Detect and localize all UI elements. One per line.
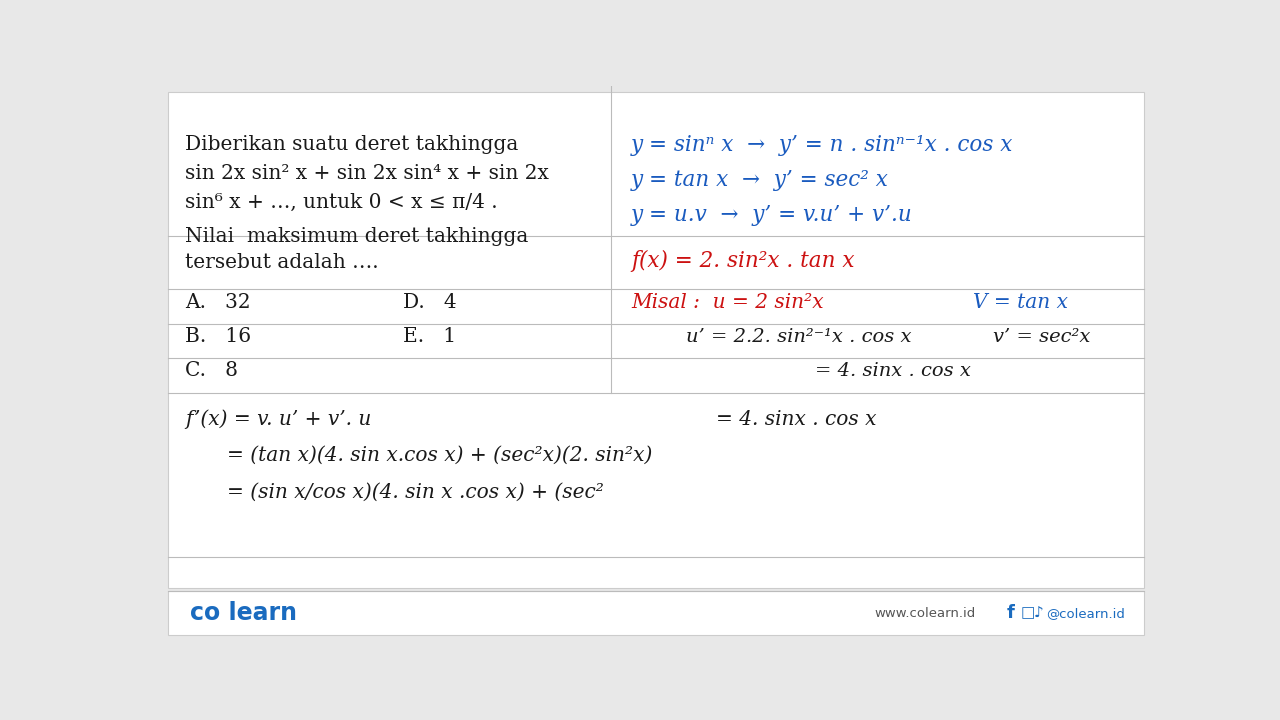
Text: sin 2x sin² x + sin 2x sin⁴ x + sin 2x: sin 2x sin² x + sin 2x sin⁴ x + sin 2x [184,164,549,183]
Text: f(x) = 2. sin²x . tan x: f(x) = 2. sin²x . tan x [631,250,855,272]
Text: u’ = 2.2. sin²⁻¹x . cos x: u’ = 2.2. sin²⁻¹x . cos x [686,328,911,346]
FancyBboxPatch shape [168,92,1144,588]
Text: v’ = sec²x: v’ = sec²x [993,328,1091,346]
Text: Misal :  u = 2 sin²x: Misal : u = 2 sin²x [631,293,824,312]
Text: D.   4: D. 4 [403,293,457,312]
Text: y = tan x  →  y’ = sec² x: y = tan x → y’ = sec² x [631,168,890,191]
Text: = 4. sinx . cos x: = 4. sinx . cos x [716,410,876,428]
Text: □: □ [1021,606,1036,621]
Text: = 4. sinx . cos x: = 4. sinx . cos x [815,362,970,380]
Text: V = tan x: V = tan x [973,293,1069,312]
Text: A.   32: A. 32 [184,293,251,312]
Text: @colearn.id: @colearn.id [1046,606,1125,620]
Text: E.   1: E. 1 [403,328,456,346]
Text: www.colearn.id: www.colearn.id [874,606,975,620]
Text: = (sin x/cos x)(4. sin x .cos x) + (sec²: = (sin x/cos x)(4. sin x .cos x) + (sec² [228,482,604,502]
Text: tersebut adalah ….: tersebut adalah …. [184,253,379,271]
Text: B.   16: B. 16 [184,328,251,346]
Text: y = u.v  →  y’ = v.u’ + v’.u: y = u.v → y’ = v.u’ + v’.u [631,204,913,226]
Text: ♪: ♪ [1034,606,1043,621]
Text: C.   8: C. 8 [184,361,238,380]
FancyBboxPatch shape [168,591,1144,635]
Text: Diberikan suatu deret takhingga: Diberikan suatu deret takhingga [184,135,518,154]
Text: f’(x) = v. u’ + v’. u: f’(x) = v. u’ + v’. u [184,409,371,429]
Text: f: f [1006,604,1014,622]
Text: sin⁶ x + …, untuk 0 < x ≤ π/4 .: sin⁶ x + …, untuk 0 < x ≤ π/4 . [184,194,498,212]
Text: Nilai  maksimum deret takhingga: Nilai maksimum deret takhingga [184,227,529,246]
Text: co learn: co learn [189,601,297,625]
Text: = (tan x)(4. sin x.cos x) + (sec²x)(2. sin²x): = (tan x)(4. sin x.cos x) + (sec²x)(2. s… [228,446,653,464]
Text: y = sinⁿ x  →  y’ = n . sinⁿ⁻¹x . cos x: y = sinⁿ x → y’ = n . sinⁿ⁻¹x . cos x [631,134,1014,156]
